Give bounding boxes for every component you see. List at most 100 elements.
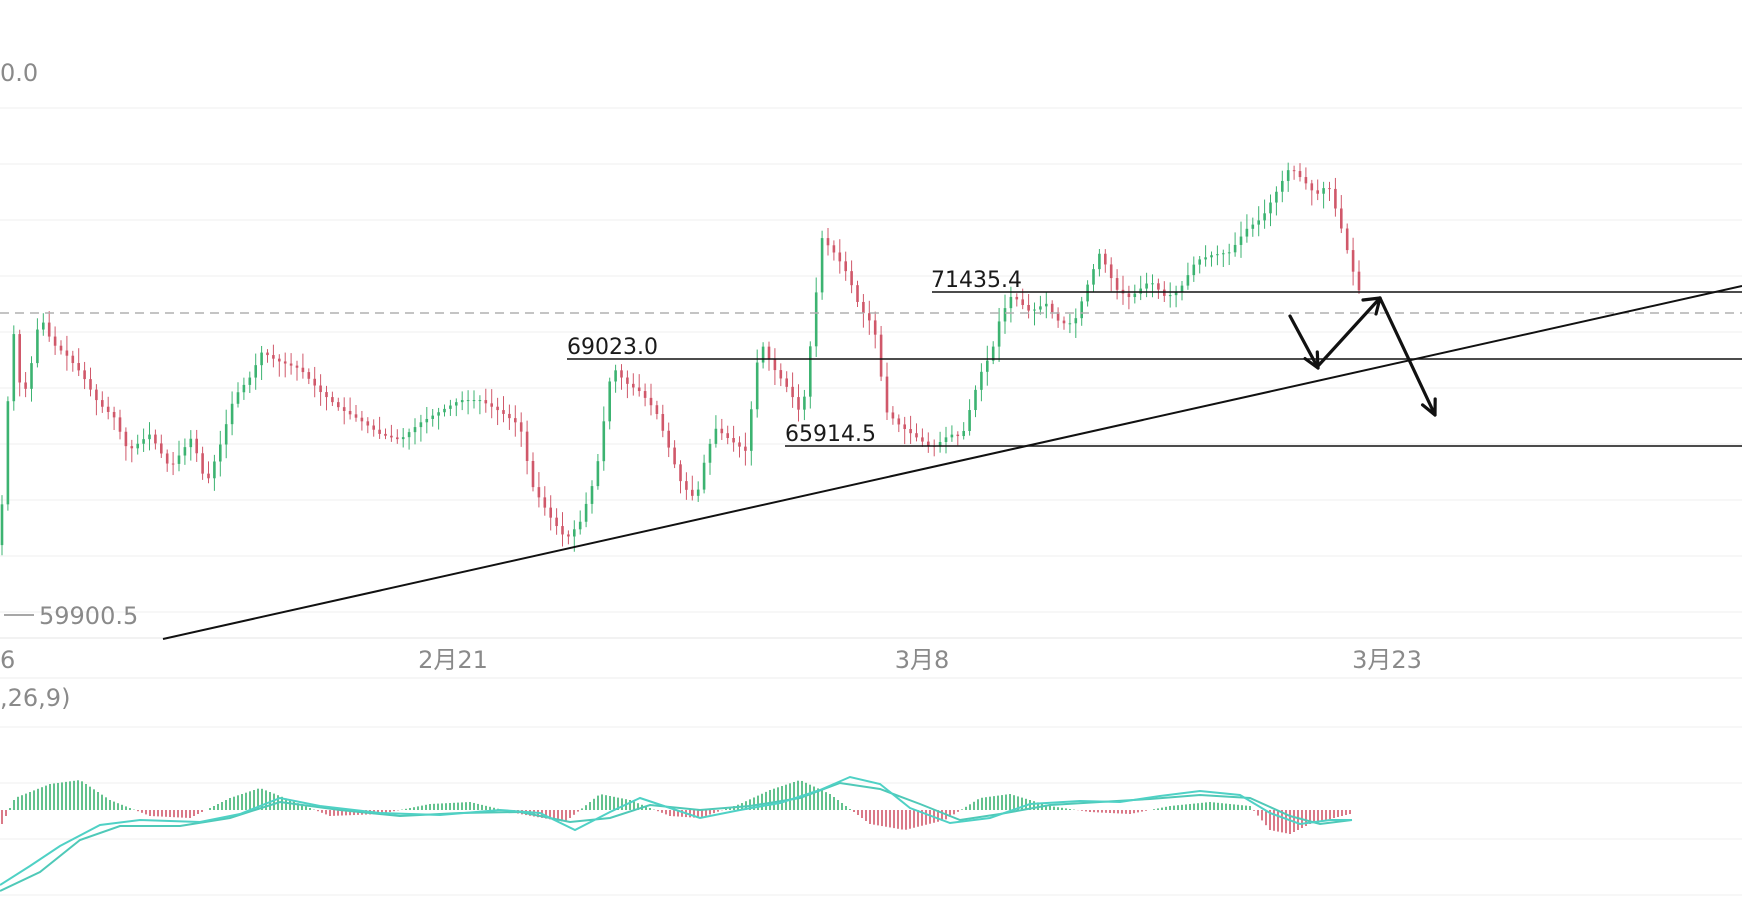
candle-body — [1351, 250, 1355, 272]
candle-body — [844, 261, 847, 272]
candle — [437, 407, 440, 430]
candle-body — [1286, 170, 1290, 181]
candle-body — [514, 418, 517, 423]
candle — [820, 230, 824, 300]
candle-body — [673, 447, 676, 465]
candle — [384, 428, 387, 440]
candle — [1239, 221, 1243, 258]
candle-body — [944, 437, 948, 443]
candle-body — [378, 429, 381, 434]
candle-body — [1292, 170, 1296, 172]
candle — [124, 427, 128, 461]
candle-body — [537, 487, 541, 498]
candle — [962, 422, 965, 440]
candle — [313, 366, 316, 398]
candle — [160, 434, 163, 458]
candle — [83, 361, 86, 390]
candle — [331, 391, 334, 406]
candle-body — [850, 271, 853, 286]
candle — [213, 454, 216, 491]
grid-lines — [0, 107, 1742, 896]
candle-body — [42, 322, 45, 330]
candle — [1281, 170, 1284, 203]
candle-body — [927, 441, 930, 446]
candle — [77, 348, 80, 377]
candle — [6, 396, 10, 511]
candle-body — [248, 377, 252, 385]
level-label-69023: 69023.0 — [567, 335, 658, 360]
candle — [1263, 199, 1266, 229]
candle — [1310, 179, 1314, 206]
candle — [938, 431, 942, 453]
candle-body — [118, 417, 122, 432]
candle — [761, 342, 765, 369]
candle — [785, 371, 788, 393]
candle-body — [1198, 259, 1201, 265]
candle-body — [472, 400, 476, 402]
candle-body — [761, 346, 765, 363]
candle — [1251, 217, 1255, 237]
candle-body — [337, 402, 340, 408]
candle-body — [1109, 264, 1113, 279]
candle — [838, 239, 842, 274]
candle-body — [1098, 253, 1101, 270]
candle-body — [661, 414, 665, 431]
candle — [1357, 260, 1361, 294]
candle — [814, 277, 818, 358]
candle-body — [224, 424, 228, 445]
candle — [980, 363, 983, 402]
candle — [691, 475, 694, 501]
candle — [242, 377, 246, 400]
candle — [567, 530, 570, 545]
candle — [626, 370, 629, 399]
candle — [950, 425, 954, 442]
support-trendline — [162, 285, 1742, 640]
candle-body — [938, 442, 942, 447]
candle — [53, 326, 57, 355]
candle-body — [1056, 312, 1060, 321]
candle-body — [183, 447, 187, 456]
candle — [779, 363, 783, 387]
candle — [879, 325, 883, 382]
overlays — [0, 285, 1742, 640]
candle — [71, 350, 75, 372]
candle — [797, 384, 800, 422]
candle — [850, 260, 853, 294]
candle-body — [702, 462, 706, 490]
candle — [844, 251, 847, 281]
candle-body — [531, 460, 535, 488]
candle — [165, 449, 169, 472]
candle-body — [1269, 202, 1272, 214]
candle — [1180, 280, 1184, 301]
candle-body — [1115, 278, 1119, 290]
candle — [95, 384, 98, 416]
candle — [555, 508, 558, 535]
candle — [1257, 206, 1260, 237]
candle-body — [809, 346, 812, 397]
candle-body — [1186, 275, 1190, 286]
candle-body — [219, 444, 222, 462]
candle — [1015, 293, 1019, 307]
candle — [537, 472, 541, 508]
candle — [1104, 249, 1107, 273]
candle-body — [496, 406, 499, 411]
candle-body — [342, 407, 346, 411]
candle-body — [555, 517, 558, 527]
candle-body — [655, 405, 659, 415]
candle-body — [1233, 244, 1237, 253]
candle — [602, 406, 606, 471]
candle — [1080, 296, 1083, 326]
candle-body — [1104, 253, 1107, 265]
candle-body — [785, 378, 788, 387]
candle-body — [331, 397, 334, 403]
candle — [490, 389, 493, 419]
candle — [679, 460, 682, 494]
candle-body — [909, 429, 912, 434]
candle — [407, 428, 411, 450]
candle-body — [12, 334, 16, 402]
candle-body — [65, 350, 69, 356]
candle-body — [720, 428, 724, 434]
candle — [130, 439, 134, 463]
candle-body — [1027, 304, 1030, 311]
